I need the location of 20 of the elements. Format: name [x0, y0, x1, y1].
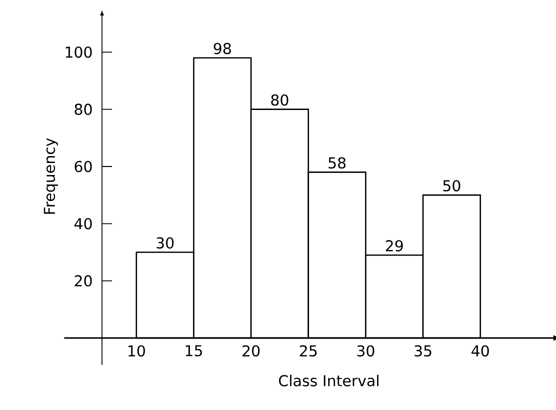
x-tick-label: 30: [357, 345, 374, 357]
data-label: 80: [271, 94, 288, 106]
y-tick-label: 40: [74, 218, 92, 230]
y-axis-title: Frequency: [44, 138, 58, 214]
x-tick-label: 15: [186, 345, 202, 356]
y-tick-label: 80: [74, 104, 92, 116]
x-tick-label: 20: [242, 345, 260, 357]
data-label: 58: [328, 157, 346, 169]
x-tick-label: 35: [414, 345, 432, 357]
data-label: 30: [156, 237, 174, 249]
y-tick-label: 60: [74, 160, 92, 172]
data-label: 29: [386, 240, 403, 252]
y-tick-label: 20: [74, 275, 92, 287]
x-axis-title: Class Interval: [279, 374, 378, 386]
x-tick-label: 10: [128, 345, 145, 357]
data-label: 98: [214, 42, 231, 54]
y-tick-label: 100: [66, 46, 92, 58]
data-label: 50: [443, 180, 460, 192]
x-tick-label: 25: [300, 345, 317, 357]
x-tick-label: 40: [472, 345, 489, 357]
